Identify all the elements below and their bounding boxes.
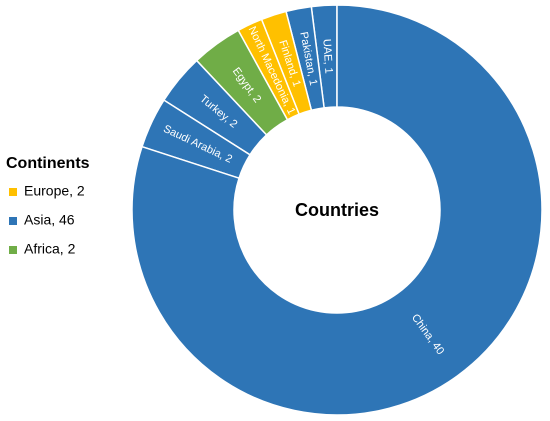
legend-title: Continents <box>6 155 90 172</box>
legend-label: Europe, 2 <box>24 183 85 199</box>
slice <box>195 29 289 136</box>
legend-label: Asia, 46 <box>24 212 75 228</box>
legend-swatch <box>9 217 17 225</box>
center-label: Countries <box>295 200 379 220</box>
slice <box>237 18 301 121</box>
legend-swatch <box>9 188 17 196</box>
legend-swatch <box>9 246 17 254</box>
slice-label: UAE, 1 <box>320 39 334 75</box>
slice <box>131 4 543 416</box>
slice <box>162 59 268 156</box>
slice <box>285 5 325 112</box>
slice <box>260 10 313 116</box>
legend-label: Africa, 2 <box>24 241 76 257</box>
slice <box>141 99 252 180</box>
